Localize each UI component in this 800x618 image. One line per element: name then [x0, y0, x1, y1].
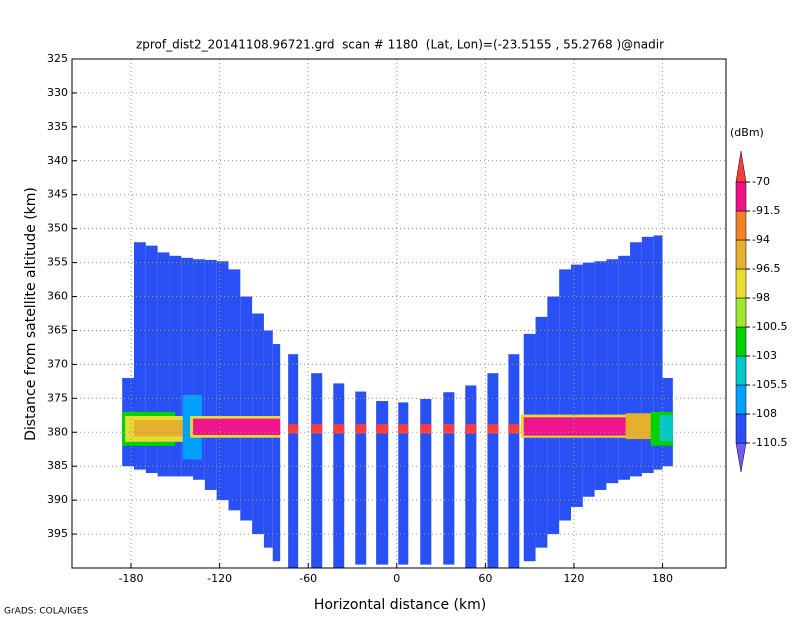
y-tick-label: 380 [47, 425, 68, 438]
cell [204, 259, 217, 490]
colorbar-box [735, 268, 747, 299]
cell [508, 354, 520, 568]
y-axis-label: Distance from satellite altitude (km) [23, 187, 39, 441]
cell [333, 424, 345, 434]
colorbar-low [735, 442, 747, 473]
cell [193, 259, 205, 480]
cell [376, 401, 389, 565]
cell [653, 235, 663, 470]
colorbar-label: -91.5 [752, 204, 780, 217]
chart-title: zprof_dist2_20141108.96721.grd scan # 11… [136, 38, 664, 52]
y-tick-label: 365 [47, 323, 68, 336]
cell [630, 242, 642, 477]
y-tick-label: 325 [47, 52, 68, 65]
x-tick-label: -60 [299, 572, 317, 585]
colorbar-label: -110.5 [752, 436, 787, 449]
cell [169, 255, 182, 477]
cell [134, 242, 146, 470]
x-tick-label: -120 [207, 572, 232, 585]
colorbar-label: (dBm) [730, 126, 764, 139]
cell [443, 424, 455, 434]
cell [145, 245, 158, 473]
plot-frame [71, 58, 727, 569]
y-tick-label: 330 [47, 86, 68, 99]
x-tick-label: -180 [119, 572, 144, 585]
colorbar-box [735, 297, 747, 328]
y-tick-label: 350 [47, 222, 68, 235]
cell [659, 415, 673, 442]
cell [228, 269, 241, 511]
cell [311, 373, 323, 568]
cell [288, 354, 299, 568]
cell [508, 424, 520, 434]
cell [443, 392, 455, 565]
cell [523, 417, 631, 436]
cell [641, 236, 654, 473]
colorbar-label: -94 [752, 233, 770, 246]
cell [582, 262, 595, 497]
colorbar-label: -100.5 [752, 320, 787, 333]
cell [272, 344, 281, 562]
cell [398, 424, 409, 434]
y-tick-label: 345 [47, 188, 68, 201]
cell [420, 424, 432, 434]
colorbar-label: -105.5 [752, 378, 787, 391]
cell [134, 420, 183, 437]
cell [487, 373, 499, 568]
colorbar-box [735, 384, 747, 415]
y-tick-label: 385 [47, 459, 68, 472]
y-tick-label: 360 [47, 290, 68, 303]
cell [240, 296, 253, 521]
cell [420, 399, 432, 565]
cell [288, 424, 299, 434]
colorbar-box [735, 181, 747, 212]
x-tick-label: 180 [652, 572, 673, 585]
colorbar-label: -108 [752, 407, 777, 420]
cell [376, 424, 389, 434]
colorbar-box [735, 239, 747, 270]
colorbar-high [735, 150, 747, 183]
y-tick-label: 370 [47, 357, 68, 370]
cell [465, 385, 477, 568]
cell [559, 269, 571, 521]
colorbar-label: -98 [752, 291, 770, 304]
y-tick-label: 355 [47, 256, 68, 269]
cell [606, 259, 619, 484]
cell [193, 418, 281, 435]
y-tick-label: 375 [47, 391, 68, 404]
colorbar-label: -96.5 [752, 262, 780, 275]
colorbar-label: -70 [752, 175, 770, 188]
colorbar-box [735, 413, 747, 444]
cell [523, 333, 536, 562]
cell [398, 402, 409, 565]
colorbar-label: -103 [752, 349, 777, 362]
cell [618, 255, 631, 480]
colorbar-box [735, 355, 747, 386]
cell [487, 424, 499, 434]
cell [157, 252, 170, 477]
cell [465, 424, 477, 434]
y-tick-label: 390 [47, 493, 68, 506]
x-tick-label: 60 [478, 572, 492, 585]
colorbar-box [735, 326, 747, 357]
cell [355, 391, 367, 565]
y-tick-label: 340 [47, 154, 68, 167]
x-tick-label: 120 [563, 572, 584, 585]
cell [594, 261, 607, 490]
cell [333, 383, 345, 568]
y-tick-label: 395 [47, 527, 68, 540]
x-axis-label: Horizontal distance (km) [314, 597, 486, 613]
x-tick-label: 0 [393, 572, 400, 585]
cell [311, 424, 323, 434]
cell [181, 257, 194, 477]
colorbar-box [735, 210, 747, 241]
cell [216, 261, 229, 501]
footer: GrADS: COLA/IGES [4, 607, 88, 617]
cell [355, 424, 367, 434]
cell [263, 330, 273, 548]
cell [570, 264, 583, 507]
y-tick-label: 335 [47, 120, 68, 133]
